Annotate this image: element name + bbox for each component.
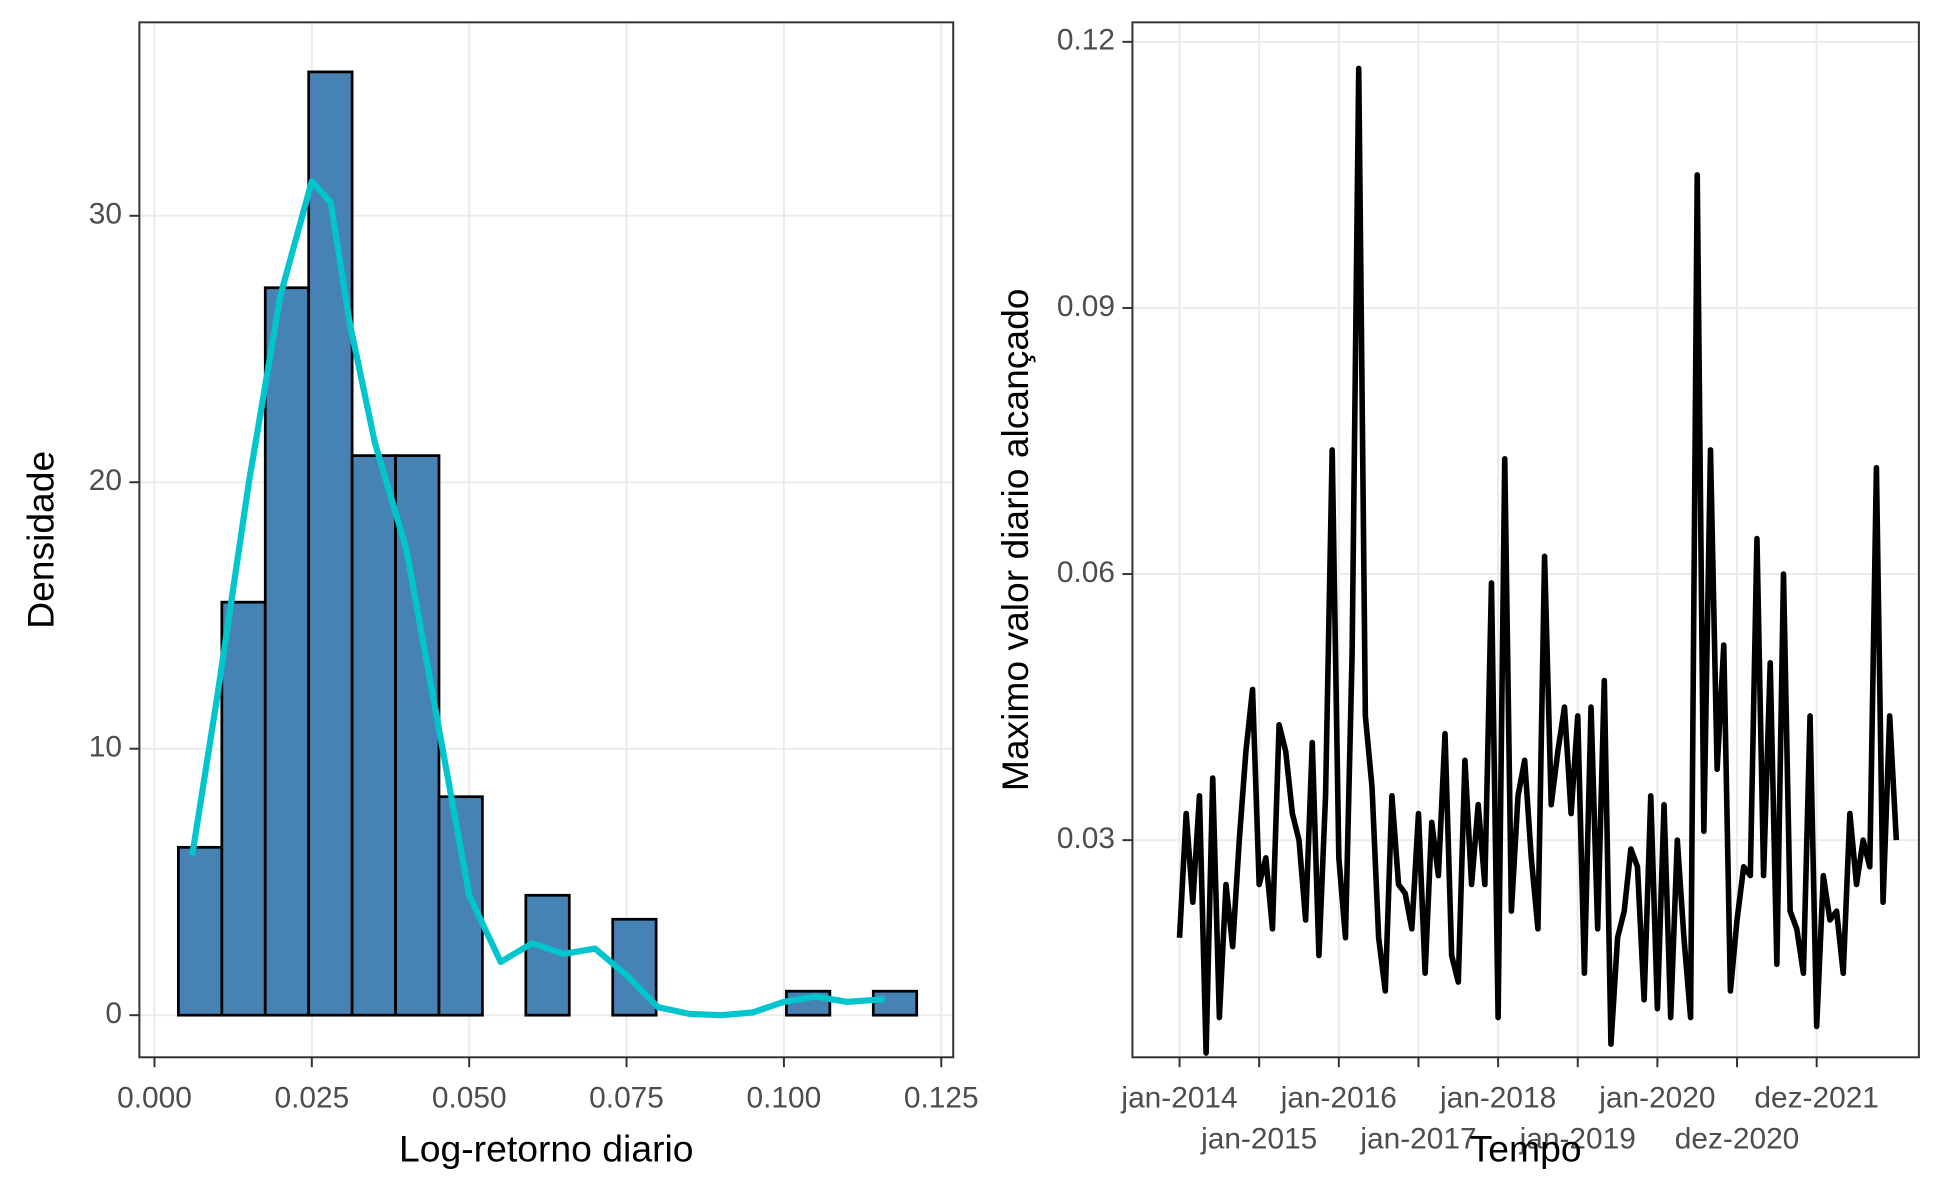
x-tick-label: jan-2018 xyxy=(1439,1081,1556,1114)
x-tick-label: 0.100 xyxy=(747,1081,822,1114)
x-tick-label: jan-2019 xyxy=(1519,1122,1636,1155)
panel-border xyxy=(138,21,955,1059)
x-tick-label: 0.025 xyxy=(274,1081,349,1114)
y-tick-label: 0 xyxy=(105,997,122,1030)
density-curve xyxy=(189,178,885,1019)
x-tick-label: 0.125 xyxy=(904,1081,979,1114)
x-axis-title: Log-retorno diario xyxy=(399,1127,694,1169)
histogram-bar xyxy=(177,845,224,1017)
x-tick-label: 0.075 xyxy=(589,1081,664,1114)
histogram-bar xyxy=(263,286,311,1017)
histogram-bar xyxy=(394,454,441,1017)
y-tick-label: 0.09 xyxy=(1057,290,1115,323)
y-tick-label: 20 xyxy=(89,464,122,497)
x-tick-label: 0.000 xyxy=(117,1081,192,1114)
panel-border xyxy=(1131,21,1920,1059)
panel: 0.000 0.025 0.050 0.075 0.100 0.125 0 10 20 30 Log… xyxy=(19,21,979,1169)
plot-area xyxy=(177,70,919,1019)
y-tick-label: 10 xyxy=(89,731,122,764)
x-tick-label: jan-2014 xyxy=(1120,1081,1237,1114)
panel-background xyxy=(1132,22,1919,1058)
x-tick-label: jan-2020 xyxy=(1598,1081,1715,1114)
y-tick-label: 0.06 xyxy=(1057,556,1115,589)
y-tick-label: 30 xyxy=(89,198,122,231)
x-axis-title: Tempo xyxy=(1470,1127,1582,1169)
x-tick-label: dez-2020 xyxy=(1675,1122,1800,1155)
histogram-bar xyxy=(350,454,397,1017)
x-tick-label: jan-2017 xyxy=(1359,1122,1476,1155)
histogram-bar xyxy=(871,989,919,1017)
x-tick-label: dez-2021 xyxy=(1754,1081,1879,1114)
y-axis-title: Densidade xyxy=(19,451,61,629)
histogram-bar xyxy=(307,70,354,1017)
histogram-bar xyxy=(220,600,267,1017)
y-axis-title: Maximo valor diario alcançado xyxy=(994,289,1036,792)
y-tick-label: 0.12 xyxy=(1057,24,1115,57)
histogram-bar xyxy=(524,893,571,1017)
panel: jan-2014 jan-2015 jan-2016 jan-2017 jan-2018… xyxy=(994,21,1920,1169)
x-tick-label: 0.050 xyxy=(432,1081,507,1114)
x-tick-label: jan-2015 xyxy=(1200,1122,1317,1155)
plot-area xyxy=(1176,65,1900,1056)
y-tick-label: 0.03 xyxy=(1057,822,1115,855)
series-line xyxy=(1176,65,1900,1056)
x-tick-label: jan-2016 xyxy=(1280,1081,1397,1114)
